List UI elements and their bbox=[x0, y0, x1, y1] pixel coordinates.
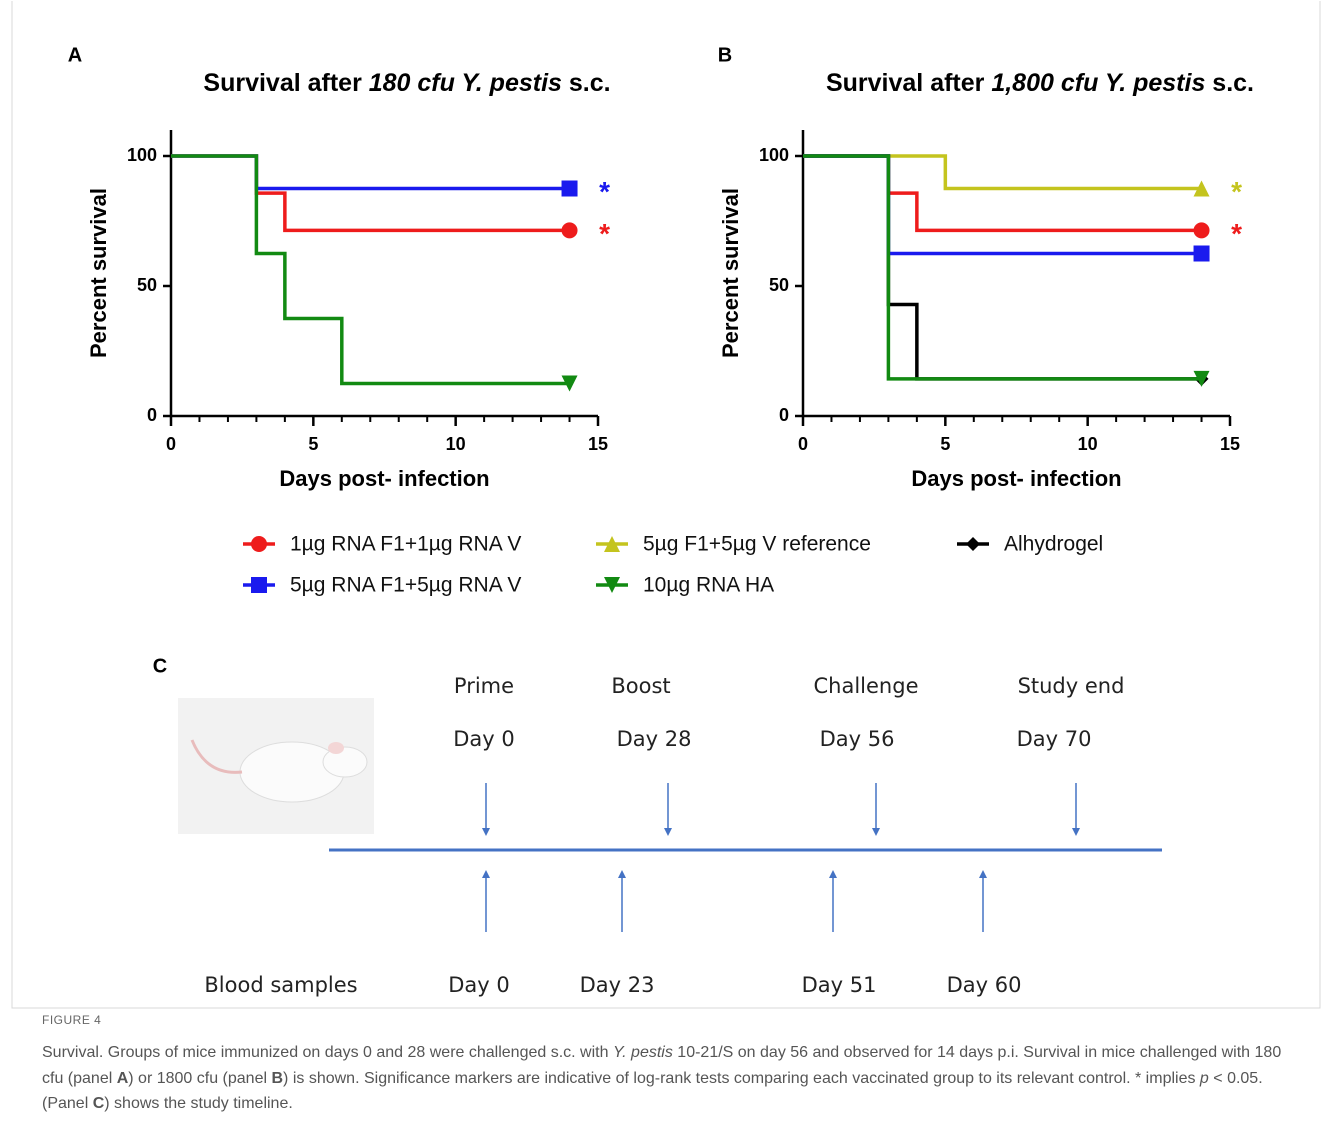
sample-day: Day 23 bbox=[580, 973, 655, 997]
arrow-head bbox=[618, 870, 626, 878]
caption-label: FIGURE 4 bbox=[42, 1013, 101, 1027]
samples-label: Blood samples bbox=[204, 973, 357, 997]
significance-marker: * bbox=[1231, 218, 1242, 249]
legend-marker bbox=[251, 577, 267, 593]
title-part: 180 cfu Y. pestis bbox=[369, 69, 562, 97]
caption-part: ) is shown. Significance markers are ind… bbox=[283, 1070, 1200, 1087]
legend-marker bbox=[251, 536, 267, 552]
marker bbox=[1194, 246, 1210, 262]
x-tick-label: 15 bbox=[588, 434, 608, 454]
chart-title: Survival after 1,800 cfu Y. pestis s.c. bbox=[826, 69, 1254, 97]
legend-marker bbox=[966, 537, 980, 551]
significance-marker: * bbox=[599, 218, 610, 249]
legend-label: 1µg RNA F1+1µg RNA V bbox=[290, 533, 521, 556]
survival-line bbox=[171, 156, 570, 189]
caption-part: ) or 1800 cfu (panel bbox=[128, 1070, 271, 1087]
y-tick-label: 50 bbox=[137, 275, 157, 295]
panel-label: A bbox=[68, 44, 82, 66]
marker bbox=[562, 181, 578, 197]
figure: A Survival after 180 cfu Y. pestis s.c. 0 5… bbox=[0, 0, 1331, 1010]
chart-title: Survival after 180 cfu Y. pestis s.c. bbox=[203, 69, 610, 97]
x-tick-label: 15 bbox=[1220, 434, 1240, 454]
significance-marker: * bbox=[599, 176, 610, 207]
caption-part: Survival. Groups of mice immunized on da… bbox=[42, 1044, 613, 1061]
sample-day: Day 51 bbox=[802, 973, 877, 997]
event-name: Study end bbox=[1018, 674, 1125, 698]
event-name: Boost bbox=[611, 674, 670, 698]
sample-day: Day 0 bbox=[448, 973, 510, 997]
arrow-head bbox=[979, 870, 987, 878]
x-tick-label: 5 bbox=[308, 434, 318, 454]
caption-part: B bbox=[271, 1070, 283, 1087]
legend-label: 5µg RNA F1+5µg RNA V bbox=[290, 574, 521, 597]
arrow-head bbox=[829, 870, 837, 878]
caption-part: C bbox=[93, 1095, 105, 1112]
mouse-ear bbox=[328, 742, 344, 754]
panel-label: C bbox=[153, 655, 167, 677]
x-axis-title: Days post- infection bbox=[279, 466, 489, 491]
arrow-head bbox=[482, 828, 490, 836]
arrow-head bbox=[664, 828, 672, 836]
x-tick-label: 10 bbox=[446, 434, 466, 454]
event-day: Day 70 bbox=[1017, 727, 1092, 751]
title-part: Survival after bbox=[826, 69, 991, 97]
survival-line bbox=[803, 156, 1202, 254]
panel-label: B bbox=[718, 44, 732, 66]
arrow-head bbox=[1072, 828, 1080, 836]
event-day: Day 28 bbox=[617, 727, 692, 751]
x-tick-label: 0 bbox=[166, 434, 176, 454]
arrow-head bbox=[872, 828, 880, 836]
y-tick-label: 100 bbox=[759, 145, 789, 165]
mouse-photo bbox=[178, 698, 374, 834]
arrow-head bbox=[482, 870, 490, 878]
event-name: Challenge bbox=[814, 674, 919, 698]
marker bbox=[1194, 222, 1210, 238]
y-tick-label: 0 bbox=[779, 405, 789, 425]
marker bbox=[562, 222, 578, 238]
figure-border bbox=[12, 1, 1320, 1008]
page: A Survival after 180 cfu Y. pestis s.c. 0 5… bbox=[0, 0, 1331, 1135]
title-part: 1,800 cfu Y. pestis bbox=[991, 69, 1205, 97]
y-axis-title: Percent survival bbox=[86, 188, 111, 358]
caption-part: p bbox=[1200, 1070, 1209, 1087]
y-tick-label: 100 bbox=[127, 145, 157, 165]
caption-part: Y. pestis bbox=[613, 1044, 673, 1061]
x-tick-label: 5 bbox=[940, 434, 950, 454]
x-axis-title: Days post- infection bbox=[911, 466, 1121, 491]
title-part: Survival after bbox=[203, 69, 368, 97]
event-day: Day 56 bbox=[820, 727, 895, 751]
y-tick-label: 0 bbox=[147, 405, 157, 425]
caption-part: A bbox=[117, 1070, 129, 1087]
significance-marker: * bbox=[1231, 176, 1242, 207]
y-axis-title: Percent survival bbox=[718, 188, 743, 358]
survival-line bbox=[803, 156, 1202, 230]
legend-label: 5µg F1+5µg V reference bbox=[643, 533, 871, 556]
legend-label: Alhydrogel bbox=[1004, 533, 1103, 556]
survival-line bbox=[171, 156, 570, 230]
event-day: Day 0 bbox=[453, 727, 515, 751]
event-name: Prime bbox=[454, 674, 514, 698]
survival-line bbox=[803, 156, 1202, 189]
title-part: s.c. bbox=[562, 69, 611, 97]
title-part: s.c. bbox=[1205, 69, 1254, 97]
caption-text: Survival. Groups of mice immunized on da… bbox=[42, 1040, 1304, 1117]
x-tick-label: 0 bbox=[798, 434, 808, 454]
sample-day: Day 60 bbox=[947, 973, 1022, 997]
x-tick-label: 10 bbox=[1078, 434, 1098, 454]
caption-part: ) shows the study timeline. bbox=[104, 1095, 293, 1112]
legend-label: 10µg RNA HA bbox=[643, 574, 774, 597]
y-tick-label: 50 bbox=[769, 275, 789, 295]
